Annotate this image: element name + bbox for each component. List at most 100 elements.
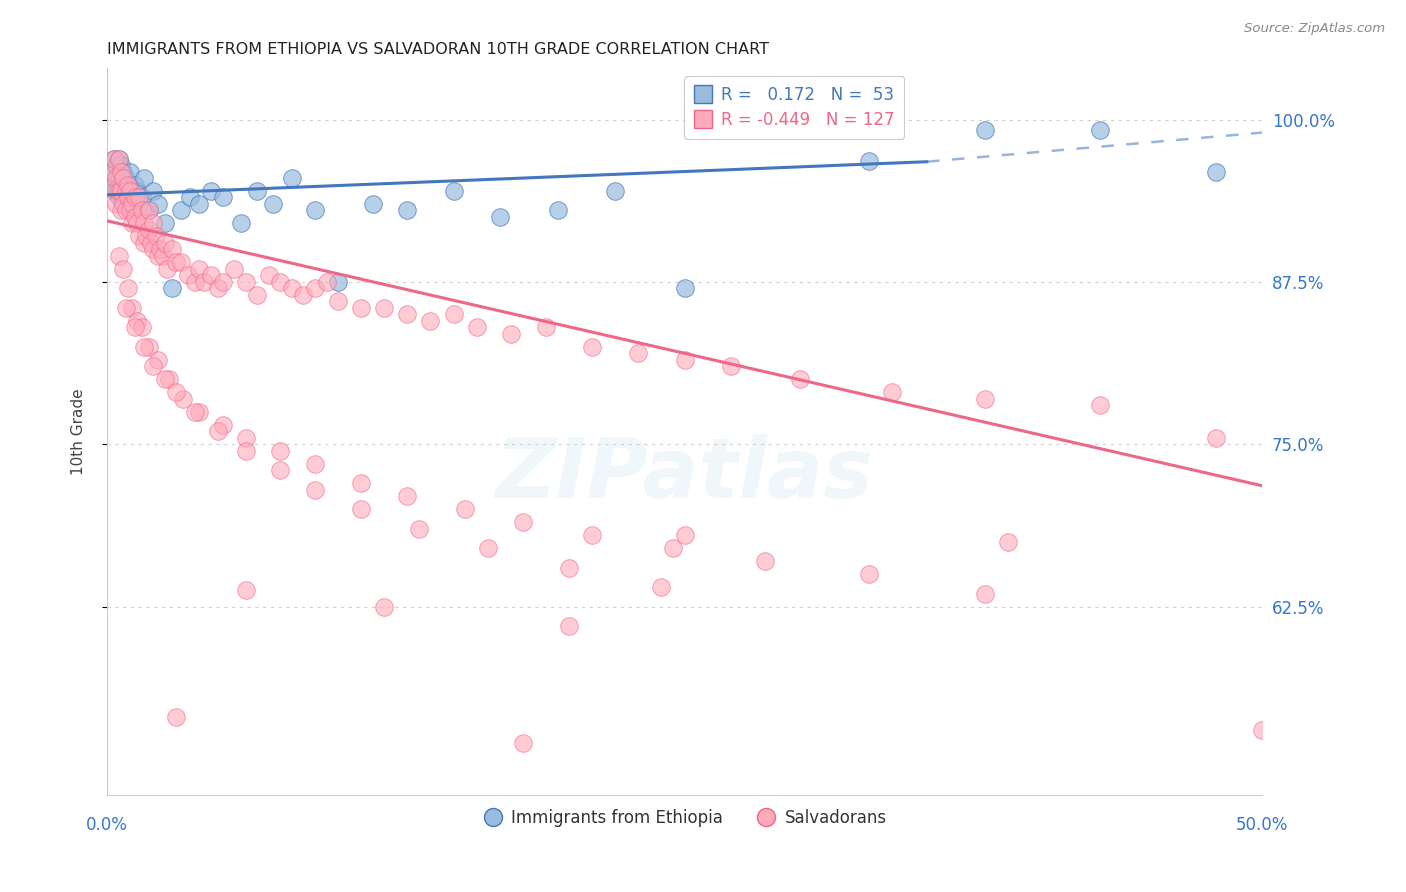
Point bbox=[124, 178, 146, 192]
Point bbox=[454, 502, 477, 516]
Point bbox=[146, 249, 169, 263]
Point bbox=[858, 154, 880, 169]
Point bbox=[138, 203, 160, 218]
Point bbox=[304, 203, 326, 218]
Point bbox=[172, 392, 194, 406]
Point bbox=[477, 541, 499, 555]
Point bbox=[132, 340, 155, 354]
Point bbox=[127, 184, 149, 198]
Point bbox=[131, 190, 153, 204]
Point bbox=[110, 158, 132, 172]
Point bbox=[184, 275, 207, 289]
Point bbox=[281, 171, 304, 186]
Point bbox=[117, 178, 139, 192]
Point bbox=[128, 190, 150, 204]
Point bbox=[103, 152, 125, 166]
Point bbox=[112, 190, 135, 204]
Point bbox=[754, 554, 776, 568]
Point bbox=[142, 184, 165, 198]
Point bbox=[673, 352, 696, 367]
Point bbox=[105, 197, 128, 211]
Point bbox=[229, 217, 252, 231]
Point bbox=[165, 255, 187, 269]
Point bbox=[766, 123, 789, 137]
Point bbox=[373, 599, 395, 614]
Point bbox=[211, 190, 233, 204]
Point bbox=[124, 320, 146, 334]
Point bbox=[1090, 123, 1112, 137]
Point bbox=[170, 255, 193, 269]
Point bbox=[165, 385, 187, 400]
Point bbox=[110, 184, 132, 198]
Point bbox=[304, 281, 326, 295]
Point bbox=[281, 281, 304, 295]
Point bbox=[105, 158, 128, 172]
Point bbox=[673, 281, 696, 295]
Point bbox=[408, 522, 430, 536]
Point bbox=[139, 235, 162, 250]
Point bbox=[142, 217, 165, 231]
Point bbox=[128, 229, 150, 244]
Point bbox=[235, 431, 257, 445]
Point bbox=[114, 184, 136, 198]
Point bbox=[1251, 723, 1274, 737]
Point bbox=[132, 171, 155, 186]
Point bbox=[558, 560, 581, 574]
Point bbox=[153, 217, 176, 231]
Point bbox=[114, 203, 136, 218]
Point bbox=[534, 320, 557, 334]
Point bbox=[581, 340, 603, 354]
Point bbox=[131, 320, 153, 334]
Point bbox=[131, 203, 153, 218]
Point bbox=[882, 385, 904, 400]
Point bbox=[128, 197, 150, 211]
Point bbox=[292, 288, 315, 302]
Point bbox=[188, 197, 211, 211]
Point bbox=[315, 275, 337, 289]
Point bbox=[142, 359, 165, 374]
Point bbox=[100, 164, 122, 178]
Point bbox=[114, 197, 136, 211]
Point bbox=[224, 261, 246, 276]
Point bbox=[152, 249, 174, 263]
Point bbox=[149, 243, 172, 257]
Point bbox=[127, 314, 149, 328]
Point bbox=[361, 197, 384, 211]
Point bbox=[105, 171, 128, 186]
Point bbox=[304, 483, 326, 497]
Point bbox=[200, 268, 222, 283]
Point bbox=[110, 178, 132, 192]
Text: IMMIGRANTS FROM ETHIOPIA VS SALVADORAN 10TH GRADE CORRELATION CHART: IMMIGRANTS FROM ETHIOPIA VS SALVADORAN 1… bbox=[107, 42, 769, 57]
Point bbox=[350, 502, 373, 516]
Point bbox=[138, 203, 160, 218]
Point bbox=[117, 178, 139, 192]
Point bbox=[304, 457, 326, 471]
Point bbox=[117, 184, 139, 198]
Point bbox=[581, 528, 603, 542]
Point bbox=[120, 184, 142, 198]
Point bbox=[107, 171, 129, 186]
Point bbox=[997, 534, 1019, 549]
Point bbox=[138, 340, 160, 354]
Point bbox=[184, 405, 207, 419]
Point bbox=[121, 197, 143, 211]
Point bbox=[1205, 164, 1227, 178]
Point bbox=[121, 203, 143, 218]
Point bbox=[547, 203, 569, 218]
Point bbox=[100, 164, 122, 178]
Legend: Immigrants from Ethiopia, Salvadorans: Immigrants from Ethiopia, Salvadorans bbox=[475, 803, 893, 834]
Point bbox=[200, 184, 222, 198]
Point bbox=[112, 164, 135, 178]
Point bbox=[165, 710, 187, 724]
Point bbox=[156, 261, 179, 276]
Point bbox=[127, 217, 149, 231]
Point bbox=[1090, 398, 1112, 412]
Point bbox=[120, 164, 142, 178]
Point bbox=[858, 567, 880, 582]
Point bbox=[488, 210, 510, 224]
Point bbox=[662, 541, 685, 555]
Text: 0.0%: 0.0% bbox=[86, 815, 128, 833]
Point bbox=[107, 152, 129, 166]
Point bbox=[396, 489, 419, 503]
Point bbox=[465, 320, 488, 334]
